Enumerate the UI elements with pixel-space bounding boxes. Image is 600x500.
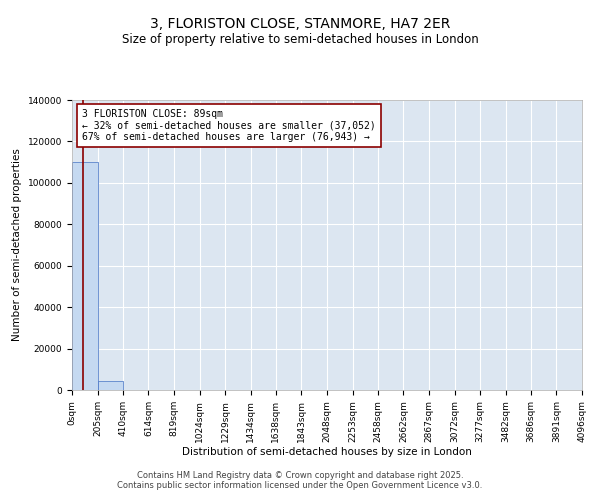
- X-axis label: Distribution of semi-detached houses by size in London: Distribution of semi-detached houses by …: [182, 448, 472, 458]
- Bar: [98, 380, 123, 390]
- Y-axis label: Number of semi-detached properties: Number of semi-detached properties: [12, 148, 22, 342]
- Text: Size of property relative to semi-detached houses in London: Size of property relative to semi-detach…: [122, 32, 478, 46]
- Bar: [72, 162, 98, 390]
- Text: Contains HM Land Registry data © Crown copyright and database right 2025.
Contai: Contains HM Land Registry data © Crown c…: [118, 470, 482, 490]
- Text: 3, FLORISTON CLOSE, STANMORE, HA7 2ER: 3, FLORISTON CLOSE, STANMORE, HA7 2ER: [150, 18, 450, 32]
- Text: 3 FLORISTON CLOSE: 89sqm
← 32% of semi-detached houses are smaller (37,052)
67% : 3 FLORISTON CLOSE: 89sqm ← 32% of semi-d…: [82, 108, 376, 142]
